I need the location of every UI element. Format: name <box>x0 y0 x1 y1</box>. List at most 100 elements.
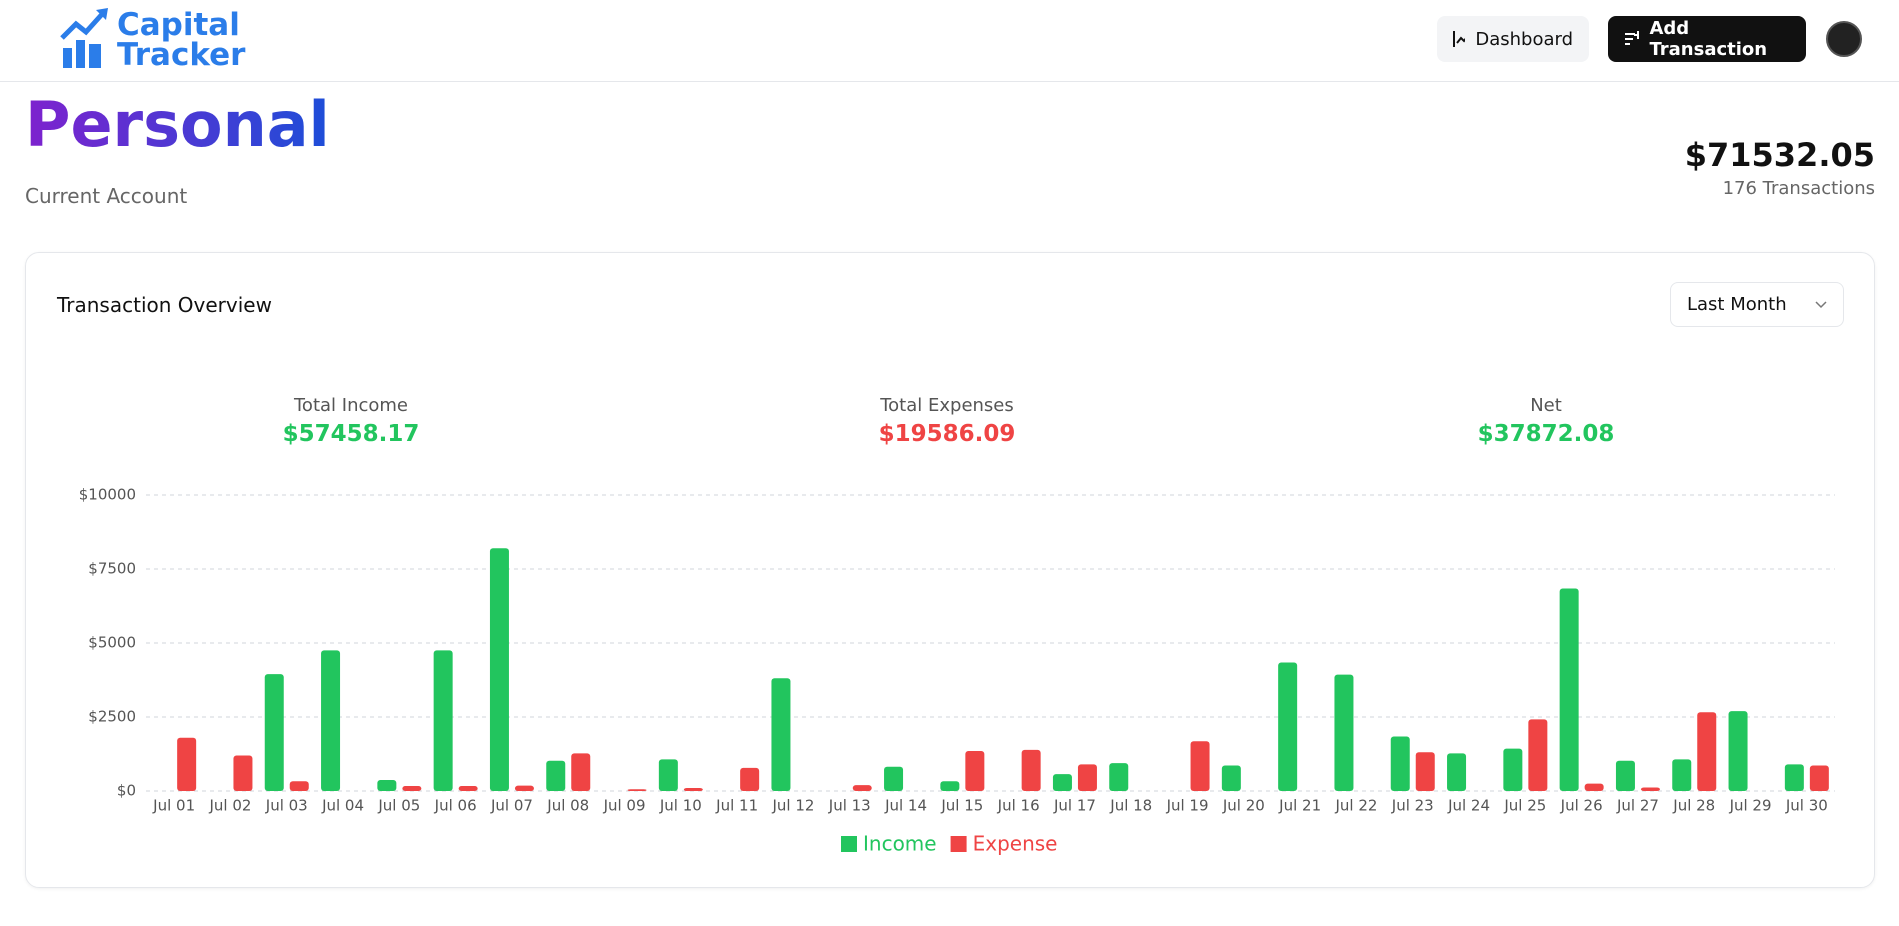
x-tick-label: Jul 14 <box>884 797 927 815</box>
y-tick-label: $10000 <box>79 486 136 504</box>
bar <box>1503 748 1523 791</box>
transaction-count: 176 Transactions <box>1722 178 1875 199</box>
y-tick-label: $2500 <box>88 708 136 726</box>
y-tick-label: $7500 <box>88 560 136 578</box>
bar <box>852 785 872 791</box>
x-tick-label: Jul 02 <box>208 797 251 815</box>
bar <box>1584 783 1604 791</box>
x-tick-label: Jul 19 <box>1166 797 1209 815</box>
chart: $0 $2500 $5000 $7500 $10000 Jul 01 Jul 02 Jul 0… <box>79 486 1835 856</box>
x-tick-label: Jul 16 <box>997 797 1040 815</box>
bar <box>402 785 422 791</box>
x-tick-label: Jul 25 <box>1503 797 1546 815</box>
x-tick-label: Jul 27 <box>1616 797 1659 815</box>
add-transaction-button[interactable]: Add Transaction <box>1608 16 1806 62</box>
bar <box>1559 588 1579 791</box>
x-tick-label: Jul 13 <box>828 797 871 815</box>
bar <box>1021 749 1041 791</box>
bar <box>1640 787 1660 791</box>
legend-label: Income <box>863 832 937 856</box>
bar <box>1784 764 1804 791</box>
logo-line: Capital <box>117 7 240 43</box>
bar <box>683 788 703 791</box>
bar <box>1615 760 1635 791</box>
x-tick-label: Jul 22 <box>1334 797 1377 815</box>
bar <box>264 674 284 791</box>
bar <box>740 767 760 791</box>
x-tick-label: Jul 10 <box>659 797 702 815</box>
bar <box>233 755 253 791</box>
bar <box>1221 765 1241 791</box>
button-label: Add Transaction <box>1649 18 1768 60</box>
bar <box>1334 674 1354 791</box>
bar <box>289 781 309 791</box>
bar <box>940 781 960 791</box>
bar <box>1077 764 1097 791</box>
bar <box>965 751 985 791</box>
balance: $71532.05 <box>1684 136 1875 174</box>
bar <box>1052 774 1072 791</box>
bar <box>1390 736 1410 791</box>
bar <box>321 650 341 791</box>
stat-label: Total Income <box>294 395 408 416</box>
dashboard-button[interactable]: Dashboard <box>1437 16 1589 62</box>
bar <box>1672 759 1692 791</box>
logo-text[interactable]: Capital Tracker <box>117 7 246 73</box>
bar <box>433 650 453 791</box>
bar <box>458 785 478 791</box>
bar <box>1415 752 1435 791</box>
bar <box>1697 712 1717 791</box>
bar <box>1809 765 1829 791</box>
x-tick-label: Jul 28 <box>1672 797 1715 815</box>
x-tick-label: Jul 15 <box>940 797 983 815</box>
avatar[interactable] <box>1826 21 1862 57</box>
x-tick-label: Jul 17 <box>1053 797 1096 815</box>
bar <box>658 759 678 791</box>
stat-value: $57458.17 <box>282 421 420 447</box>
bar <box>1528 719 1548 791</box>
card-title: Transaction Overview <box>57 293 272 317</box>
x-tick-label: Jul 08 <box>546 797 589 815</box>
logo-icon <box>60 8 108 68</box>
account-name: Personal <box>25 88 330 161</box>
x-tick-label: Jul 26 <box>1560 797 1603 815</box>
icon <box>1625 31 1640 45</box>
legend-swatch <box>950 836 967 852</box>
x-tick-label: Jul 23 <box>1391 797 1434 815</box>
x-tick-label: Jul 29 <box>1729 797 1772 815</box>
x-tick-label: Jul 21 <box>1278 797 1321 815</box>
x-tick-label: Jul 12 <box>771 797 814 815</box>
logo-line: Tracker <box>117 37 246 73</box>
account-type: Current Account <box>25 184 188 208</box>
legend-swatch <box>841 836 857 852</box>
stat-label: Total Expenses <box>880 395 1014 416</box>
x-tick-label: Jul 03 <box>265 797 308 815</box>
header: Capital Tracker Dashboard Add Transactio… <box>0 0 1899 82</box>
x-tick-label: Jul 30 <box>1785 797 1828 815</box>
y-tick-label: $5000 <box>88 634 136 652</box>
x-tick-label: Jul 18 <box>1109 797 1152 815</box>
stat-value: $37872.08 <box>1477 421 1615 447</box>
bar <box>884 766 904 791</box>
x-tick-label: Jul 05 <box>377 797 420 815</box>
stat-label: Net <box>1530 395 1562 416</box>
bar <box>377 780 397 791</box>
overview-card: Transaction Overview Last Month Total In… <box>25 252 1875 888</box>
icon <box>1453 31 1466 47</box>
period-select[interactable]: Last Month <box>1670 282 1844 327</box>
x-tick-label: Jul 11 <box>715 797 758 815</box>
x-tick-label: Jul 24 <box>1447 797 1490 815</box>
y-tick-label: $0 <box>117 782 136 800</box>
x-tick-label: Jul 06 <box>434 797 477 815</box>
button-label: Dashboard <box>1475 28 1573 50</box>
x-tick-label: Jul 09 <box>603 797 646 815</box>
bar <box>1278 662 1298 791</box>
bar <box>771 678 791 791</box>
bar <box>1190 741 1210 791</box>
bar <box>1728 711 1748 791</box>
x-tick-label: Jul 04 <box>321 797 364 815</box>
bar <box>571 753 591 791</box>
x-tick-label: Jul 20 <box>1222 797 1265 815</box>
chevron <box>1815 300 1827 308</box>
